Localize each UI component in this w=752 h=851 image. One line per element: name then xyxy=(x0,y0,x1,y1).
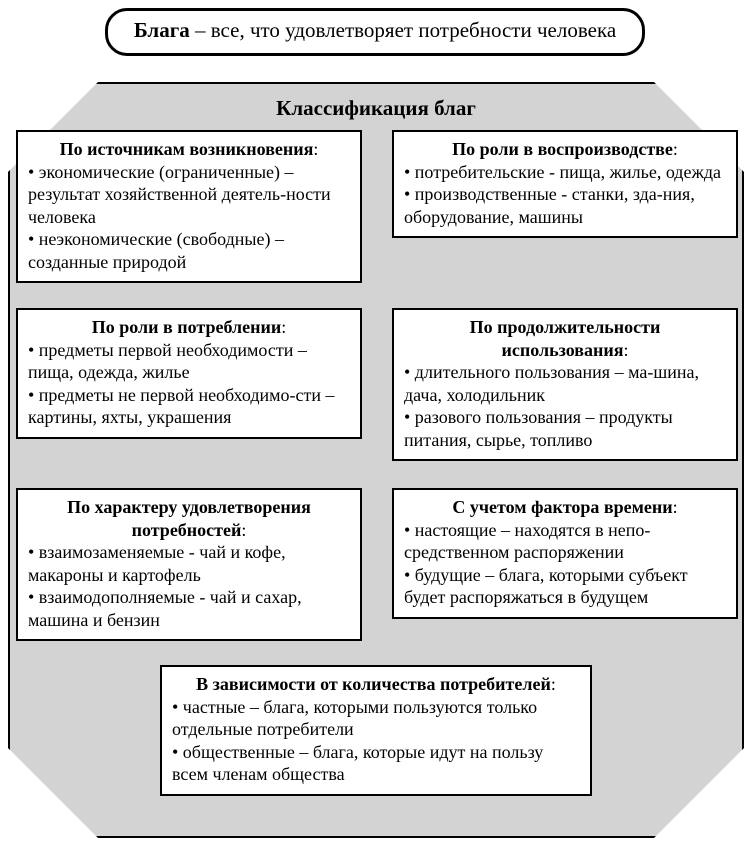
card-line: • общественные – блага, которые идут на … xyxy=(172,741,580,786)
card-satisfaction-type: По характеру удовлетворения потребностей… xyxy=(16,488,362,641)
title-box: Блага – все, что удовлетворяет потребнос… xyxy=(105,8,645,56)
card-header: По роли в потреблении xyxy=(92,317,281,337)
card-line: • предметы первой необходимости – пища, … xyxy=(28,339,350,384)
card-line: • экономические (ограниченные) – результ… xyxy=(28,161,350,229)
subtitle: Классификация благ xyxy=(0,96,752,121)
title-bold: Блага xyxy=(134,18,190,42)
card-sources: По источникам возникновения: • экономиче… xyxy=(16,130,362,283)
card-header: С учетом фактора времени xyxy=(452,497,672,517)
card-line: • потребительские - пища, жилье, одежда xyxy=(404,161,726,184)
card-header: По характеру удовлетворения потребностей xyxy=(67,497,311,540)
card-line: • неэкономические (свободные) – созданны… xyxy=(28,228,350,273)
card-line: • частные – блага, которыми пользуются т… xyxy=(172,696,580,741)
card-header: По продолжительности использования xyxy=(470,317,661,360)
card-consumer-count: В зависимости от количества потребителей… xyxy=(160,665,592,796)
card-header: По источникам возникновения xyxy=(60,139,314,159)
card-line: • взаимодополняемые - чай и сахар, машин… xyxy=(28,586,350,631)
card-header: По роли в воспроизводстве xyxy=(452,139,673,159)
card-line: • предметы не первой необходимо-сти – ка… xyxy=(28,384,350,429)
card-time-factor: С учетом фактора времени: • настоящие – … xyxy=(392,488,738,619)
card-line: • разового пользования – продукты питани… xyxy=(404,406,726,451)
card-reproduction-role: По роли в воспроизводстве: • потребитель… xyxy=(392,130,738,238)
title-rest: – все, что удовлетворяет потребности чел… xyxy=(190,18,616,42)
card-line: • будущие – блага, которыми субъект буде… xyxy=(404,564,726,609)
card-line: • длительного пользования – ма-шина, дач… xyxy=(404,361,726,406)
card-duration: По продолжительности использования: • дл… xyxy=(392,308,738,461)
card-line: • взаимозаменяемые - чай и кофе, макарон… xyxy=(28,541,350,586)
card-consumption-role: По роли в потреблении: • предметы первой… xyxy=(16,308,362,439)
card-line: • производственные - станки, зда-ния, об… xyxy=(404,183,726,228)
card-header: В зависимости от количества потребителей xyxy=(196,674,551,694)
card-line: • настоящие – находятся в непо-средствен… xyxy=(404,519,726,564)
